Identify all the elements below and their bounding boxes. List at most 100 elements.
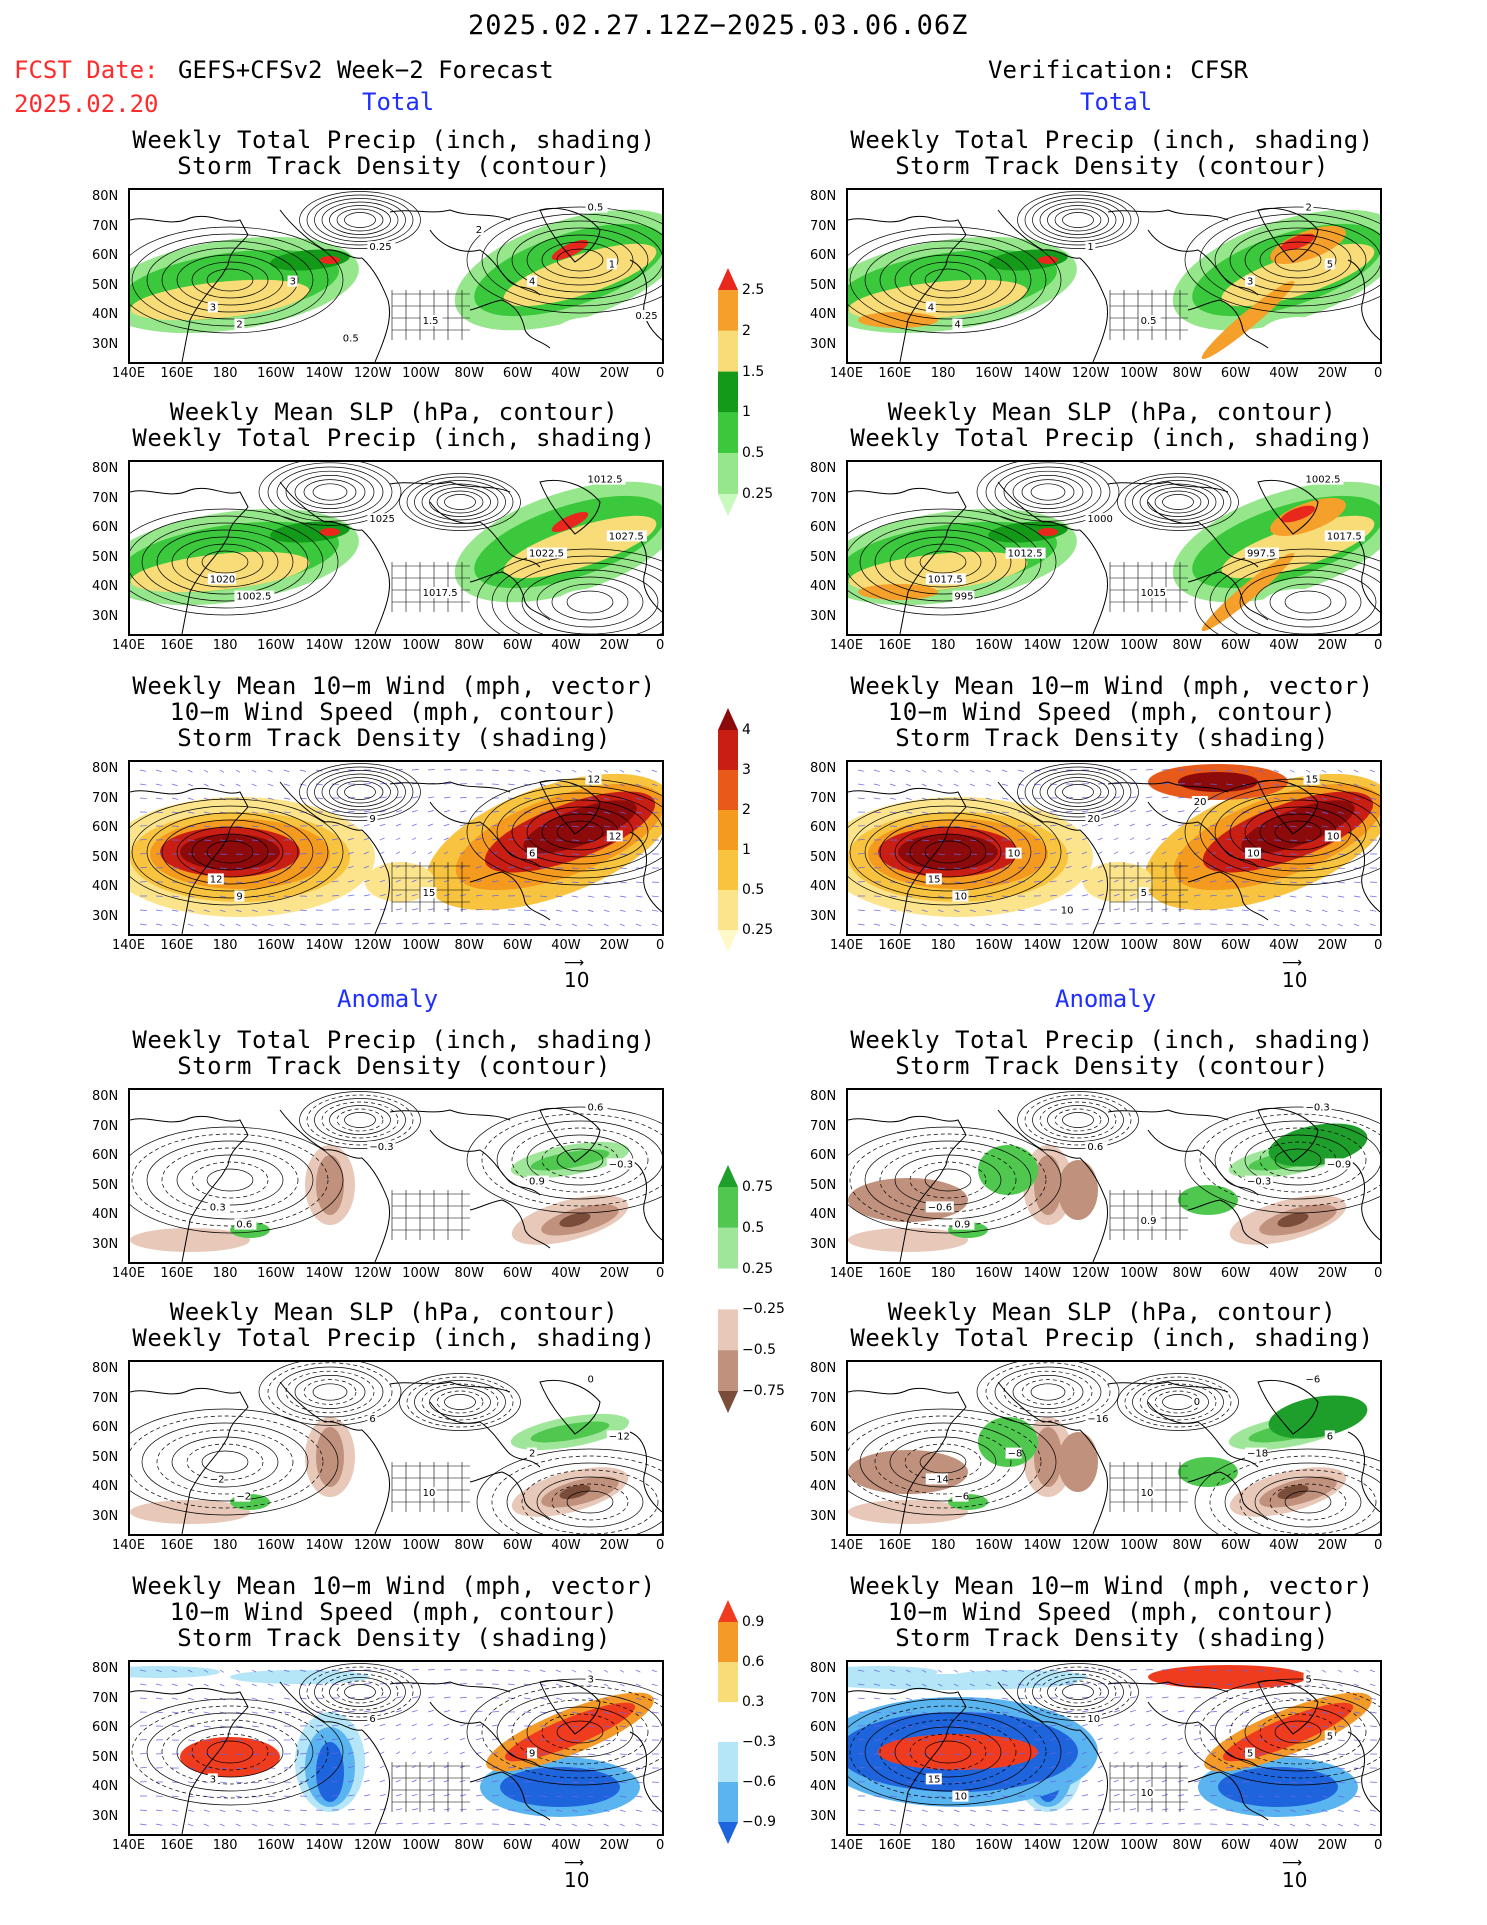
coastline xyxy=(539,779,601,835)
svg-text:10: 10 xyxy=(1247,849,1260,860)
wind-vector xyxy=(1113,908,1121,911)
wind-vector xyxy=(539,1809,547,1812)
latitude-label: 70N xyxy=(810,218,837,234)
wind-vector xyxy=(953,1739,961,1742)
contour-line xyxy=(312,1383,348,1401)
wind-vector xyxy=(651,797,659,800)
wind-vector xyxy=(1289,881,1297,884)
longitude-label: 140W xyxy=(305,1266,344,1281)
contour-line xyxy=(848,515,1042,609)
contour-line xyxy=(848,226,1062,334)
contour-line xyxy=(1047,205,1109,235)
svg-text:10: 10 xyxy=(1008,849,1021,860)
contour-line xyxy=(1024,194,1132,246)
wind-vector xyxy=(155,909,163,912)
wind-vector xyxy=(491,811,499,813)
wind-vector xyxy=(1225,923,1233,926)
coastline xyxy=(1347,1431,1380,1513)
colorbar-label: 0.5 xyxy=(742,882,765,898)
wind-vector xyxy=(267,1683,274,1687)
anom-precip-shading xyxy=(530,1149,610,1171)
wind-vector xyxy=(587,1795,595,1798)
wind-vector xyxy=(235,909,242,913)
contour-line xyxy=(556,1148,604,1172)
contour-line xyxy=(526,806,634,858)
wind-vector xyxy=(1273,783,1280,787)
contours xyxy=(848,763,1380,906)
wind-vector xyxy=(603,1683,609,1687)
contour-line xyxy=(1214,220,1380,300)
wind-vector xyxy=(873,1683,881,1686)
map-panel-right-3: 15 20 10 15 10 10 5 10 20 10 xyxy=(846,760,1382,936)
wind-vector xyxy=(587,867,595,869)
wind-vector xyxy=(379,1710,387,1713)
latitude-label: 70N xyxy=(92,1690,119,1706)
wind-vector xyxy=(283,811,291,814)
contour-label: −0.6 xyxy=(925,1201,954,1213)
wind-vector xyxy=(1209,1794,1217,1797)
longitude-label: 160W xyxy=(257,1838,295,1853)
wind-vector xyxy=(1001,769,1008,773)
wind-vector xyxy=(267,895,275,898)
contour-line xyxy=(1274,820,1322,844)
wind-vector xyxy=(347,851,354,855)
wind-vector xyxy=(1113,837,1119,841)
latitude-label: 80N xyxy=(92,1661,119,1676)
wind-vector xyxy=(1145,1669,1153,1671)
contour-line xyxy=(1012,1375,1084,1409)
wind-vector xyxy=(555,1725,563,1727)
wind-vector xyxy=(619,783,625,787)
wind-vector xyxy=(571,923,578,927)
wind-vector xyxy=(459,879,466,883)
colorbar-segment xyxy=(718,850,738,890)
anom-precip-shading xyxy=(1268,1395,1368,1439)
wind-vector xyxy=(187,1683,194,1687)
wind-vector xyxy=(1225,1780,1233,1783)
wind-vector xyxy=(267,923,274,927)
longitude-label: 160W xyxy=(975,1538,1013,1553)
latitude-label: 60N xyxy=(92,1720,119,1735)
longitude-label: 160E xyxy=(160,1266,194,1281)
wind-vector xyxy=(443,1794,450,1797)
contour-line xyxy=(131,233,329,327)
wind-vector xyxy=(889,923,896,927)
longitude-label: 140E xyxy=(830,1538,864,1553)
svg-text:6: 6 xyxy=(529,849,535,860)
wind-vector xyxy=(1033,1738,1041,1741)
wind-vector xyxy=(475,909,483,911)
svg-text:6: 6 xyxy=(369,1414,375,1425)
latitude-label: 70N xyxy=(810,1690,837,1706)
svg-text:−12: −12 xyxy=(609,1431,630,1442)
contour-line xyxy=(864,812,1032,892)
latitude-label: 40N xyxy=(810,1207,837,1222)
contour-line xyxy=(1062,1112,1094,1128)
coastline xyxy=(997,1681,1081,1731)
wind-vector xyxy=(873,923,881,926)
wind-vector xyxy=(475,810,483,813)
wind-vector xyxy=(1289,811,1297,814)
longitude-label: 0 xyxy=(1374,638,1383,653)
anom-precip-shading xyxy=(130,1228,250,1252)
contour-line xyxy=(1147,487,1209,517)
wind-vector xyxy=(1257,1823,1264,1826)
longitude-label: 20W xyxy=(1317,638,1348,653)
contour-line xyxy=(1274,1720,1322,1744)
wind-vector xyxy=(1241,1683,1249,1686)
wind-vector xyxy=(921,1669,927,1673)
colorbar-precip-total: 2.5 2 1.5 1 0.5 0.25 xyxy=(718,268,788,516)
wind-vector xyxy=(379,1723,386,1727)
longitude-label: 160E xyxy=(878,638,912,653)
wind-vector xyxy=(1145,823,1152,827)
wind-vector xyxy=(219,1795,227,1798)
anom-precip-shading xyxy=(316,1427,344,1487)
wind-vector xyxy=(411,1669,419,1671)
wind-vector xyxy=(921,1683,927,1687)
wind-vector xyxy=(969,909,976,912)
wind-vector xyxy=(155,1697,163,1700)
svg-text:20: 20 xyxy=(1087,814,1100,825)
wind-vector xyxy=(251,825,259,828)
svg-text:−2: −2 xyxy=(210,1474,225,1485)
longitude-label: 140E xyxy=(112,938,146,953)
wind-vector xyxy=(1337,1683,1343,1687)
